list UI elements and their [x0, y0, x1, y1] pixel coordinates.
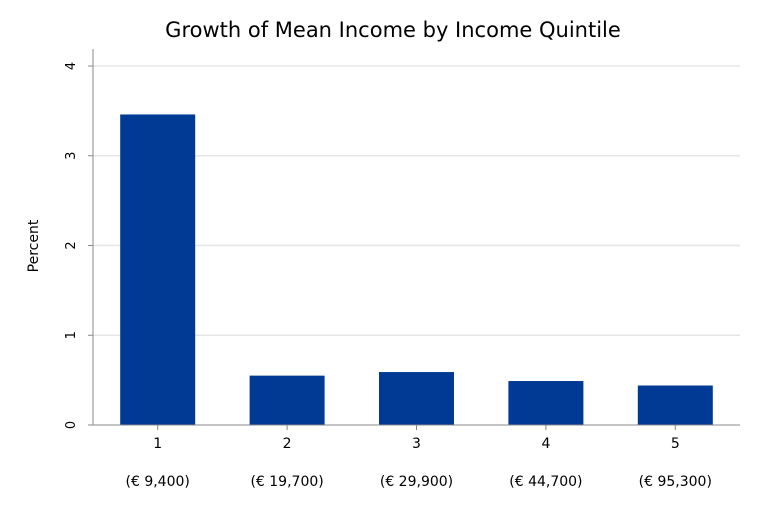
x-tick-label: 1 [153, 436, 162, 452]
y-axis-label: Percent [26, 219, 42, 272]
x-sublabel: (€ 9,400) [126, 474, 190, 490]
chart-title: Growth of Mean Income by Income Quintile [165, 18, 621, 42]
y-tick-label: 1 [64, 331, 79, 339]
x-tick-label: 2 [283, 436, 292, 452]
bar-quintile-4 [508, 381, 584, 425]
x-tick-label: 3 [412, 436, 421, 452]
gridlines [93, 65, 740, 336]
bar-quintile-2 [249, 375, 325, 425]
y-tick-label: 4 [64, 62, 79, 70]
x-sublabel: (€ 19,700) [250, 474, 323, 490]
y-ticks: 0 1 2 3 4 [64, 62, 93, 429]
x-tick-label: 4 [541, 436, 550, 452]
y-tick-label: 3 [64, 152, 79, 160]
bar-quintile-3 [379, 372, 454, 425]
bars [120, 114, 713, 425]
x-sublabel: (€ 29,900) [380, 474, 453, 490]
bar-quintile-1 [120, 114, 196, 425]
y-tick-label: 0 [64, 421, 79, 429]
y-tick-label: 2 [64, 241, 79, 249]
x-sublabel: (€ 95,300) [639, 474, 712, 490]
x-tick-label: 5 [671, 436, 680, 452]
x-ticks: 1 (€ 9,400) 2 (€ 19,700) 3 (€ 29,900) 4 (€ 44,7… [126, 425, 712, 490]
x-sublabel: (€ 44,700) [509, 474, 582, 490]
bar-quintile-5 [637, 385, 713, 425]
